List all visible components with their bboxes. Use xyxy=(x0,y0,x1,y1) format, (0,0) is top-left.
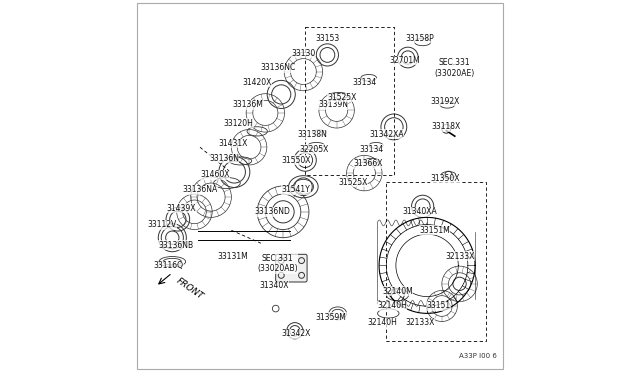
Text: 32205X: 32205X xyxy=(300,145,329,154)
Text: 33116Q: 33116Q xyxy=(154,261,184,270)
Text: 31541Y: 31541Y xyxy=(282,185,310,194)
Text: 33136NC: 33136NC xyxy=(260,63,295,72)
Text: 31366X: 31366X xyxy=(353,159,383,169)
Text: 33136M: 33136M xyxy=(232,100,264,109)
Text: 31342X: 31342X xyxy=(282,329,310,338)
Text: 31525X: 31525X xyxy=(339,178,368,187)
Text: 31431X: 31431X xyxy=(218,139,248,148)
Text: 33130: 33130 xyxy=(291,49,316,58)
Text: 33134: 33134 xyxy=(352,78,376,87)
Text: 33136NA: 33136NA xyxy=(182,185,218,194)
Text: 32140H: 32140H xyxy=(368,318,397,327)
Text: 31350X: 31350X xyxy=(431,174,460,183)
FancyBboxPatch shape xyxy=(276,254,307,282)
Text: 33136N: 33136N xyxy=(209,154,239,163)
Text: SEC.331
(33020AB): SEC.331 (33020AB) xyxy=(257,254,298,273)
Text: 33112V: 33112V xyxy=(147,220,177,229)
Text: 33118X: 33118X xyxy=(431,122,460,131)
Text: 31525X: 31525X xyxy=(328,93,357,102)
Text: 33158P: 33158P xyxy=(405,34,434,43)
Text: 33192X: 33192X xyxy=(431,97,460,106)
Text: 31550X: 31550X xyxy=(281,155,311,165)
Text: 33138N: 33138N xyxy=(298,130,328,139)
Text: 31420X: 31420X xyxy=(243,78,272,87)
Text: 33131M: 33131M xyxy=(218,251,248,261)
Text: 33139N: 33139N xyxy=(318,100,348,109)
Text: 32701M: 32701M xyxy=(390,56,420,65)
Text: 33153: 33153 xyxy=(316,34,339,43)
Text: 31359M: 31359M xyxy=(316,312,346,321)
Text: 31340XA: 31340XA xyxy=(403,207,437,217)
Text: 33136NB: 33136NB xyxy=(159,241,193,250)
Text: SEC.331
(33020AE): SEC.331 (33020AE) xyxy=(435,58,475,77)
Text: 31439X: 31439X xyxy=(167,203,196,213)
Text: 31460X: 31460X xyxy=(200,170,230,179)
Text: FRONT: FRONT xyxy=(174,276,205,301)
Text: 33120H: 33120H xyxy=(224,119,253,128)
Text: 31342XA: 31342XA xyxy=(369,130,404,139)
Text: 33151: 33151 xyxy=(426,301,450,311)
Text: 33151M: 33151M xyxy=(419,226,450,235)
Text: 32140M: 32140M xyxy=(382,287,413,296)
Text: 32140H: 32140H xyxy=(377,301,407,311)
Text: 33134: 33134 xyxy=(360,145,384,154)
Text: 31340X: 31340X xyxy=(259,281,289,290)
Text: A33P l00 6: A33P l00 6 xyxy=(460,353,497,359)
Text: 32133X: 32133X xyxy=(445,251,475,261)
Text: 32133X: 32133X xyxy=(405,318,435,327)
Text: 33136ND: 33136ND xyxy=(254,207,290,217)
